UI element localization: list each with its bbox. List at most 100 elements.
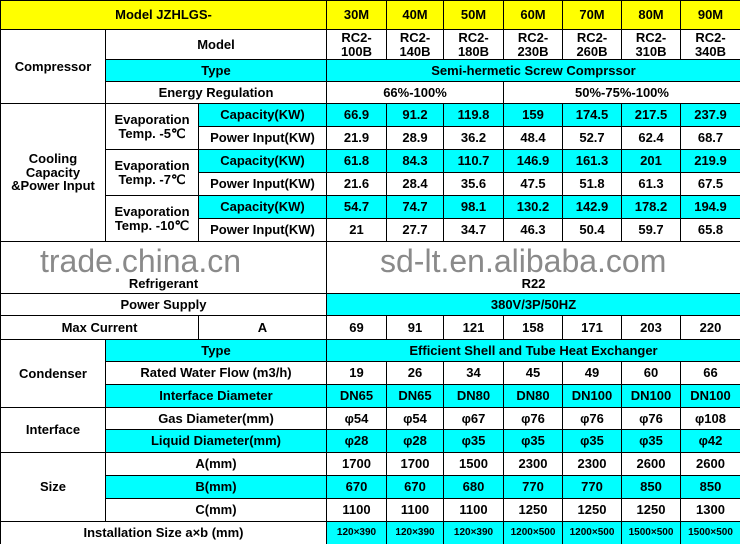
evap-temp: Evaporation Temp. -5℃ bbox=[105, 103, 199, 150]
value-cell: 680 bbox=[443, 475, 504, 499]
value-cell: DN80 bbox=[443, 384, 504, 408]
table-row: Model JZHLGS- 30M 40M 50M 60M 70M 80M 90M bbox=[0, 0, 740, 30]
value-cell: 219.9 bbox=[680, 149, 740, 173]
value-cell: 237.9 bbox=[680, 103, 740, 127]
value-cell: 2600 bbox=[680, 452, 740, 476]
row-label: Power Supply bbox=[0, 293, 327, 316]
value-cell: 26 bbox=[386, 361, 444, 385]
value-cell: 45 bbox=[503, 361, 563, 385]
value-cell: φ35 bbox=[562, 429, 622, 453]
value-cell: 159 bbox=[503, 103, 563, 127]
compressor-model: RC2- 340B bbox=[680, 29, 740, 60]
value-cell: 670 bbox=[386, 475, 444, 499]
value-cell: 1200×500 bbox=[562, 521, 622, 544]
value-cell: 1250 bbox=[562, 498, 622, 522]
value-cell: 850 bbox=[680, 475, 740, 499]
value-cell: 1100 bbox=[326, 498, 387, 522]
row-label: Capacity(KW) bbox=[198, 103, 327, 127]
row-label: Model bbox=[105, 29, 327, 60]
table-row: Cooling Capacity &Power Input Evaporation… bbox=[0, 103, 740, 242]
row-label: Gas Diameter(mm) bbox=[105, 407, 327, 430]
value-cell: 36.2 bbox=[443, 126, 504, 150]
value-cell: φ67 bbox=[443, 407, 504, 430]
row-label: Type bbox=[105, 339, 327, 362]
row-label: Interface Diameter bbox=[105, 384, 327, 408]
value-cell: φ76 bbox=[621, 407, 681, 430]
value-cell: 47.5 bbox=[503, 172, 563, 196]
table-row: Power Input(KW) 21.9 28.9 36.2 48.4 52.7 62.4 6… bbox=[1, 126, 740, 150]
table-row: C(mm) 1100 1100 1100 1250 1250 1250 1300 bbox=[1, 498, 740, 522]
value-cell: DN65 bbox=[386, 384, 444, 408]
value-cell: 1100 bbox=[443, 498, 504, 522]
value-cell: 60 bbox=[621, 361, 681, 385]
value-cell: 146.9 bbox=[503, 149, 563, 173]
row-label: Energy Regulation bbox=[105, 81, 327, 104]
value-cell: 65.8 bbox=[680, 218, 740, 242]
value-cell: 21.9 bbox=[326, 126, 387, 150]
row-label: Power Input(KW) bbox=[198, 218, 327, 242]
row-label: Capacity(KW) bbox=[198, 195, 327, 219]
value-cell: φ76 bbox=[562, 407, 622, 430]
value-cell: 62.4 bbox=[621, 126, 681, 150]
cell: 380V/3P/50HZ bbox=[326, 293, 740, 316]
value-cell: 1500×500 bbox=[680, 521, 740, 544]
cell: Efficient Shell and Tube Heat Exchanger bbox=[326, 339, 740, 362]
table-row: Interface Gas Diameter(mm) φ54 φ54 φ67 φ76 φ76… bbox=[0, 407, 740, 453]
row-label: Power Input(KW) bbox=[198, 172, 327, 196]
value-cell: 120×390 bbox=[443, 521, 504, 544]
value-cell: φ54 bbox=[386, 407, 444, 430]
value-cell: 178.2 bbox=[621, 195, 681, 219]
value-cell: DN100 bbox=[562, 384, 622, 408]
row-label: Rated Water Flow (m3/h) bbox=[105, 361, 327, 385]
table-row: Compressor Model RC2- 100B RC2- 140B RC2- 18… bbox=[0, 29, 740, 104]
value-cell: 68.7 bbox=[680, 126, 740, 150]
value-cell: 203 bbox=[621, 315, 681, 340]
value-cell: 1300 bbox=[680, 498, 740, 522]
table-row: Installation Size a×b (mm) 120×390 120×390… bbox=[0, 521, 740, 544]
model-header: 30M bbox=[326, 0, 387, 30]
value-cell: 120×390 bbox=[386, 521, 444, 544]
value-cell: 850 bbox=[621, 475, 681, 499]
evap-temp: Evaporation Temp. -10℃ bbox=[105, 195, 199, 242]
value-cell: 174.5 bbox=[562, 103, 622, 127]
value-cell: 52.7 bbox=[562, 126, 622, 150]
value-cell: 1500×500 bbox=[621, 521, 681, 544]
value-cell: φ54 bbox=[326, 407, 387, 430]
model-header: 50M bbox=[443, 0, 504, 30]
table-row: Energy Regulation 66%-100% 50%-75%-100% bbox=[1, 81, 740, 104]
table-row: Refrigerant R22 bbox=[0, 241, 740, 294]
value-cell: 49 bbox=[562, 361, 622, 385]
value-cell: 91.2 bbox=[386, 103, 444, 127]
value-cell: 1250 bbox=[503, 498, 563, 522]
row-label: C(mm) bbox=[105, 498, 327, 522]
compressor-model: RC2- 100B bbox=[326, 29, 387, 60]
value-cell: 21.6 bbox=[326, 172, 387, 196]
condenser-label: Condenser bbox=[0, 339, 106, 408]
value-cell: 171 bbox=[562, 315, 622, 340]
value-cell: 1100 bbox=[386, 498, 444, 522]
table-row: Liquid Diameter(mm) φ28 φ28 φ35 φ35 φ35 φ35 φ42 bbox=[1, 429, 740, 453]
value-cell: 161.3 bbox=[562, 149, 622, 173]
value-cell: 194.9 bbox=[680, 195, 740, 219]
compressor-model: RC2- 180B bbox=[443, 29, 504, 60]
value-cell: φ35 bbox=[621, 429, 681, 453]
value-cell: 91 bbox=[386, 315, 444, 340]
cell: Semi-hermetic Screw Comprssor bbox=[326, 59, 740, 82]
value-cell: 2600 bbox=[621, 452, 681, 476]
value-cell: 1200×500 bbox=[503, 521, 563, 544]
table-row: B(mm) 670 670 680 770 770 850 850 bbox=[1, 475, 740, 499]
value-cell: 74.7 bbox=[386, 195, 444, 219]
value-cell: 120×390 bbox=[326, 521, 387, 544]
compressor-model: RC2- 230B bbox=[503, 29, 563, 60]
value-cell: 69 bbox=[326, 315, 387, 340]
value-cell: φ28 bbox=[386, 429, 444, 453]
value-cell: 28.9 bbox=[386, 126, 444, 150]
value-cell: 61.3 bbox=[621, 172, 681, 196]
value-cell: DN100 bbox=[621, 384, 681, 408]
table-row: Type Semi-hermetic Screw Comprssor bbox=[1, 59, 740, 82]
value-cell: 48.4 bbox=[503, 126, 563, 150]
value-cell: 201 bbox=[621, 149, 681, 173]
size-label: Size bbox=[0, 452, 106, 522]
